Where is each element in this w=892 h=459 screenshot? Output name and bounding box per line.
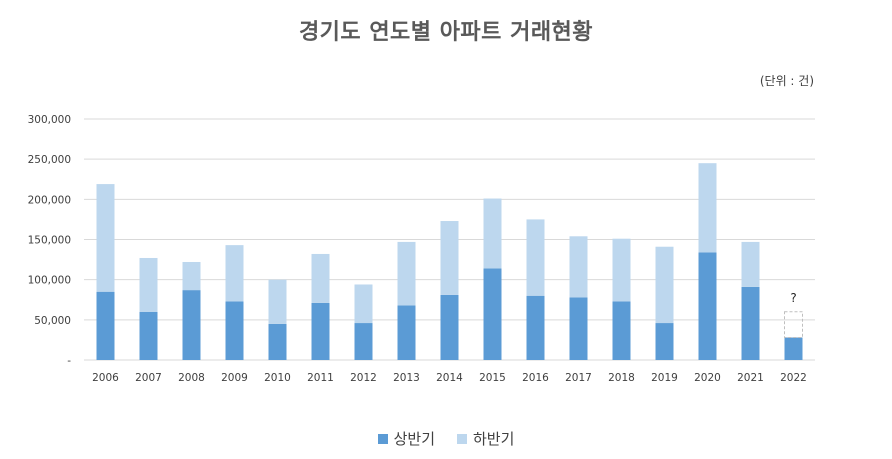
bar-first-half-2019 bbox=[655, 323, 674, 360]
bar-second-half-2009 bbox=[225, 245, 244, 302]
bar-first-half-2011 bbox=[311, 302, 330, 360]
bar-first-half-2020 bbox=[698, 252, 717, 360]
legend-label-second-half: 하반기 bbox=[473, 430, 515, 448]
y-tick-label-200000: 200,000 bbox=[28, 194, 71, 206]
bar-first-half-2006 bbox=[96, 291, 115, 360]
x-tick-label-2010: 2010 bbox=[264, 372, 291, 384]
legend-label-first-half: 상반기 bbox=[393, 430, 435, 448]
bar-second-half-unknown-2022 bbox=[784, 311, 803, 339]
bar-second-half-2018 bbox=[612, 238, 631, 302]
bar-first-half-2010 bbox=[268, 323, 287, 360]
y-tick-label-0: - bbox=[67, 355, 71, 367]
legend-swatch-second-half bbox=[457, 433, 467, 444]
y-tick-label-100000: 100,000 bbox=[28, 275, 71, 287]
y-tick-label-250000: 250,000 bbox=[28, 154, 71, 166]
bar-first-half-2014 bbox=[440, 294, 459, 360]
bar-second-half-2008 bbox=[182, 261, 201, 291]
legend-swatch-first-half bbox=[377, 433, 388, 444]
bar-first-half-2018 bbox=[612, 301, 631, 360]
bar-first-half-2009 bbox=[225, 301, 244, 360]
x-tick-label-2021: 2021 bbox=[737, 372, 764, 384]
x-tick-label-2008: 2008 bbox=[178, 372, 205, 384]
bar-first-half-2007 bbox=[139, 311, 158, 360]
legend-item-second-half: 하반기 bbox=[457, 428, 514, 449]
x-tick-label-2011: 2011 bbox=[307, 372, 334, 384]
x-tick-label-2015: 2015 bbox=[479, 372, 506, 384]
unknown-question-mark: ? bbox=[790, 291, 796, 305]
bar-second-half-2010 bbox=[268, 279, 287, 324]
unit-label: (단위 : 건) bbox=[759, 74, 814, 88]
x-tick-label-2013: 2013 bbox=[393, 372, 420, 384]
x-tick-label-2016: 2016 bbox=[522, 372, 549, 384]
bar-second-half-2011 bbox=[311, 253, 330, 303]
bar-first-half-2022 bbox=[784, 337, 803, 360]
x-tick-label-2022: 2022 bbox=[780, 372, 807, 384]
x-tick-label-2018: 2018 bbox=[608, 372, 635, 384]
x-tick-label-2017: 2017 bbox=[565, 372, 592, 384]
bar-first-half-2015 bbox=[483, 268, 502, 360]
y-tick-label-300000: 300,000 bbox=[28, 114, 71, 126]
x-tick-label-2014: 2014 bbox=[436, 372, 463, 384]
bar-second-half-2014 bbox=[440, 221, 459, 295]
bar-second-half-2013 bbox=[397, 241, 416, 306]
x-tick-label-2006: 2006 bbox=[92, 372, 119, 384]
x-tick-label-2009: 2009 bbox=[221, 372, 248, 384]
bar-first-half-2012 bbox=[354, 323, 373, 360]
bar-second-half-2007 bbox=[139, 257, 158, 312]
x-tick-label-2020: 2020 bbox=[694, 372, 721, 384]
bar-second-half-2006 bbox=[96, 184, 115, 292]
y-tick-label-50000: 50,000 bbox=[34, 315, 71, 327]
bar-second-half-2021 bbox=[741, 241, 760, 287]
bar-second-half-2015 bbox=[483, 198, 502, 269]
x-tick-label-2019: 2019 bbox=[651, 372, 678, 384]
bar-second-half-2016 bbox=[526, 219, 545, 296]
bar-second-half-2017 bbox=[569, 236, 588, 298]
chart-title: 경기도 연도별 아파트 거래현황 bbox=[298, 20, 594, 45]
bar-first-half-2016 bbox=[526, 295, 545, 360]
bar-first-half-2017 bbox=[569, 297, 588, 360]
bar-first-half-2013 bbox=[397, 305, 416, 360]
legend-item-first-half: 상반기 bbox=[377, 428, 435, 449]
bar-first-half-2021 bbox=[741, 286, 760, 360]
x-tick-label-2007: 2007 bbox=[135, 372, 162, 384]
legend: 상반기 하반기 bbox=[0, 428, 892, 449]
bar-second-half-2020 bbox=[698, 163, 717, 253]
bar-first-half-2008 bbox=[182, 290, 201, 360]
bar-second-half-2012 bbox=[354, 284, 373, 324]
y-tick-label-150000: 150,000 bbox=[28, 235, 71, 247]
x-tick-label-2012: 2012 bbox=[350, 372, 377, 384]
bar-second-half-2019 bbox=[655, 246, 674, 324]
